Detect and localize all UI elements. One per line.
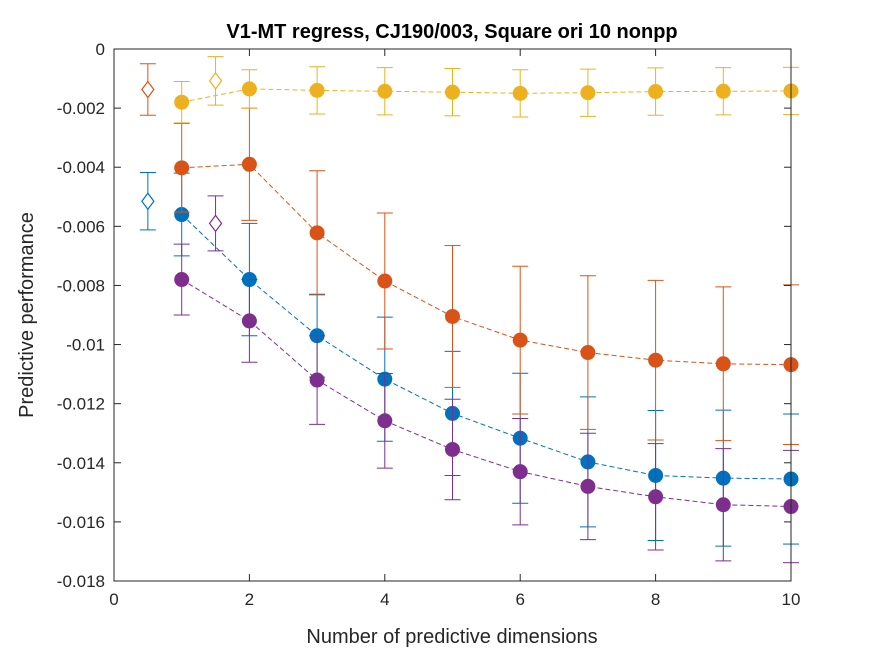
data-point (715, 356, 731, 372)
axes (113, 48, 792, 582)
y-tick-label: -0.01 (66, 336, 105, 355)
series-2 (139, 63, 799, 445)
reference-point (141, 80, 155, 99)
reference-point (208, 71, 223, 90)
data-point (648, 84, 664, 100)
series-4 (173, 195, 799, 564)
y-tick-label: -0.004 (57, 158, 105, 177)
axes-box (113, 48, 792, 582)
series-line (181, 279, 792, 507)
data-point (174, 160, 190, 176)
data-point (445, 84, 460, 100)
data-point (580, 85, 596, 101)
data-point (580, 345, 596, 361)
x-tick-label: 6 (515, 590, 524, 609)
y-tick-label: -0.012 (57, 395, 105, 414)
y-tick-label: -0.008 (57, 276, 105, 295)
data-point (241, 81, 257, 97)
series-line (181, 88, 792, 103)
y-tick-label: 0 (96, 40, 105, 59)
data-point (309, 82, 325, 98)
x-tick-label: 4 (380, 590, 389, 609)
y-tick-label: -0.002 (57, 99, 105, 118)
data-point (241, 156, 257, 172)
reference-point (141, 192, 155, 211)
data-point (377, 413, 393, 429)
data-point (512, 332, 528, 348)
y-tick-label: -0.018 (57, 572, 105, 591)
x-tick-label: 10 (782, 590, 801, 609)
data-point (445, 308, 460, 324)
data-point (377, 273, 393, 289)
data-point (580, 478, 596, 494)
data-point (309, 372, 325, 388)
x-axis-label: Number of predictive dimensions (306, 626, 597, 648)
data-point (174, 94, 190, 110)
series-line (181, 163, 792, 366)
data-point (174, 272, 190, 288)
data-point (648, 489, 664, 505)
data-point (377, 83, 393, 99)
y-tick-label: -0.006 (57, 217, 105, 236)
data-point (512, 85, 528, 101)
data-point (648, 352, 664, 368)
data-point (715, 83, 731, 99)
data-point (715, 497, 731, 513)
data-point (445, 441, 460, 457)
x-tick-labels: 0 2 4 6 8 10 (109, 590, 800, 609)
chart-title: V1-MT regress, CJ190/003, Square ori 10 … (226, 21, 677, 43)
data-point (309, 225, 325, 241)
reference-point (208, 214, 223, 233)
x-tick-label: 8 (651, 590, 660, 609)
y-tick-label: -0.016 (57, 513, 105, 532)
x-tick-label: 0 (109, 590, 118, 609)
data-point (512, 464, 528, 480)
series-line (181, 214, 792, 480)
x-tick-label: 2 (245, 590, 254, 609)
plot-area (139, 56, 799, 564)
data-point (241, 313, 257, 329)
y-tick-label: -0.014 (57, 454, 105, 473)
y-tick-labels: 0 -0.002 -0.004 -0.006 -0.008 -0.01 -0.012 -0.0… (57, 40, 105, 591)
y-axis-label: Predictive performance (16, 212, 38, 418)
